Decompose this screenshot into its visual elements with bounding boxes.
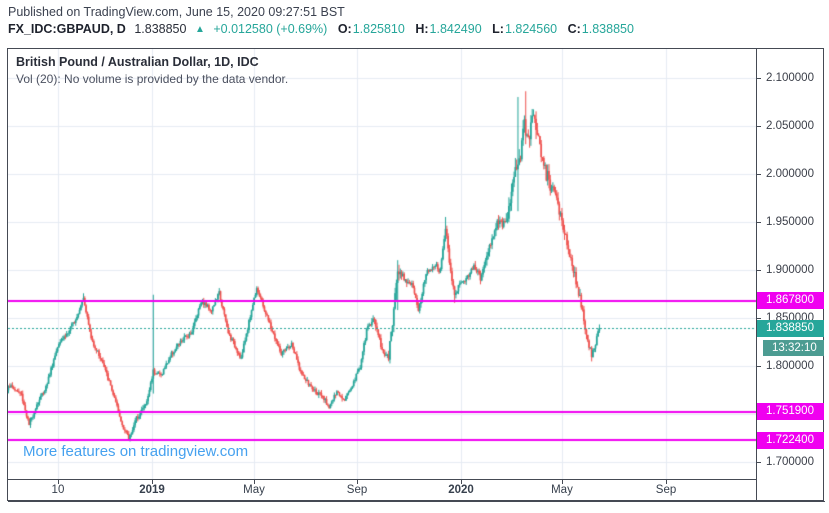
time-axis-label[interactable]: Sep [655,484,677,496]
price-tick-text: 1.700000 [766,455,814,468]
chart-pane[interactable]: British Pound / Australian Dollar, 1D, I… [8,49,757,480]
price-tick-text: 1.950000 [766,215,814,228]
price-axis-label: 1.950000 [757,214,825,230]
close-value: 1.838850 [581,22,634,36]
symbol-name[interactable]: FX_IDC:GBPAUD, D [8,22,126,36]
time-axis-label[interactable]: May [551,484,573,496]
price-tick-mark [757,77,761,79]
time-axis[interactable]: 10 2019 May Sep 2020 May Sep [8,480,757,502]
price-tick-text: 2.000000 [766,167,814,180]
tradingview-link[interactable]: More features on tradingview.com [23,443,249,460]
price-axis-label: 2.100000 [757,70,825,86]
time-axis-label[interactable]: 2020 [448,484,474,496]
price-axis-label: 1.800000 [757,358,825,374]
price-tick-text: 2.050000 [766,119,814,132]
time-axis-label[interactable]: Sep [346,484,368,496]
low-label: L: [492,22,504,36]
price-tick-text: 1.900000 [766,263,814,276]
chart-frame: British Pound / Australian Dollar, 1D, I… [7,48,825,502]
last-price-value: 1.838850 [134,22,187,36]
legend: British Pound / Australian Dollar, 1D, I… [16,55,288,86]
price-tick-mark [757,173,761,175]
bar-countdown: 13:32:10 [763,340,824,357]
price-tick-mark [757,269,761,271]
time-tick-mark [461,480,462,484]
up-triangle-icon: ▲ [194,24,205,35]
price-tick-mark [757,461,761,463]
time-tick-mark [666,480,667,484]
price-axis-label: 2.000000 [757,166,825,182]
low-value: 1.824560 [504,22,558,36]
last-price-label: 1.838850 [757,319,824,337]
price-tick-text: 2.100000 [766,71,814,84]
price-axis[interactable]: 2.100000 2.050000 2.000000 1.950000 1.900000… [757,49,825,479]
time-tick-mark [562,480,563,484]
price-change: +0.012580 (+0.69%) [213,22,328,36]
time-axis-label[interactable]: 2019 [139,484,165,496]
alert-level-label[interactable]: 1.751900 [757,403,824,421]
time-tick-mark [58,480,59,484]
candlestick-canvas[interactable] [8,49,756,479]
price-tick-mark [757,365,761,367]
price-tick-mark [757,125,761,127]
published-caption: Published on TradingView.com, June 15, 2… [8,5,345,19]
alert-level-label[interactable]: 1.722400 [757,431,824,449]
price-tick-text: 1.800000 [766,359,814,372]
high-value: 1.842490 [429,22,482,36]
price-axis-label: 2.050000 [757,118,825,134]
alert-level-label[interactable]: 1.867800 [757,292,824,310]
volume-indicator-status[interactable]: Vol (20): No volume is provided by the d… [16,72,289,86]
price-axis-label: 1.700000 [757,454,825,470]
open-value: 1.825810 [352,22,405,36]
axis-corner [757,480,825,502]
close-label: C: [567,22,581,36]
time-tick-mark [357,480,358,484]
time-tick-mark [152,480,153,484]
time-axis-label[interactable]: 10 [51,484,65,496]
time-tick-mark [254,480,255,484]
high-label: H: [415,22,429,36]
price-tick-mark [757,317,761,319]
chart-title[interactable]: British Pound / Australian Dollar, 1D, I… [16,55,259,69]
open-label: O: [337,22,352,36]
price-tick-mark [757,221,761,223]
time-axis-label[interactable]: May [243,484,265,496]
price-axis-label: 1.900000 [757,262,825,278]
symbol-status-row: FX_IDC:GBPAUD, D 1.838850 ▲ +0.012580 (+… [8,22,634,36]
